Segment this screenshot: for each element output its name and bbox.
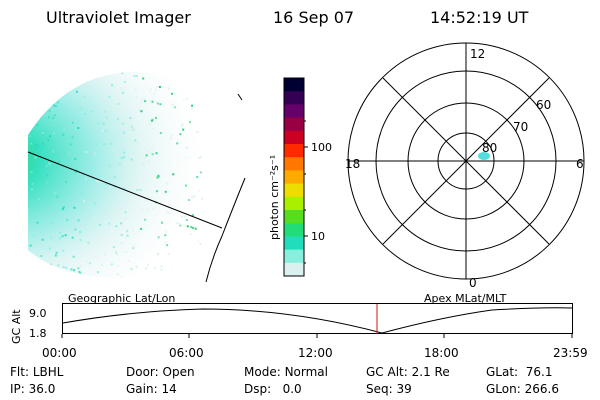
- lat-label-80: 80: [482, 141, 497, 155]
- altplot-xtick-1800: 18:00: [424, 346, 459, 360]
- altplot-xtick-0000: 00:00: [42, 346, 77, 360]
- colorbar-stripe: [284, 236, 304, 251]
- colorbar-stripe: [284, 117, 304, 132]
- status-gain: Gain: 14: [126, 382, 177, 396]
- status-seq: Seq: 39: [366, 382, 412, 396]
- polar-emission-spot: [478, 152, 490, 160]
- seq-value: 39: [396, 382, 412, 396]
- colorbar-unit-label: photon cm⁻²s⁻¹: [268, 154, 281, 240]
- mlt-label-18: 18: [345, 157, 360, 171]
- status-door: Door: Open: [126, 365, 195, 379]
- altplot-ytick-high: 9.0: [29, 307, 47, 320]
- instrument-title: Ultraviolet Imager: [46, 8, 191, 27]
- status-dsp: Dsp: 0.0: [244, 382, 302, 396]
- glat-value: 76.1: [525, 365, 553, 379]
- dsp-value: 0.0: [282, 382, 302, 396]
- status-glon: GLon: 266.6: [486, 382, 559, 396]
- lat-label-60: 60: [536, 98, 551, 112]
- status-gcalt: GC Alt: 2.1 Re: [366, 365, 450, 379]
- lat-label-70: 70: [513, 120, 528, 134]
- colorbar-stripe: [284, 144, 304, 158]
- glon-value: 266.6: [524, 382, 559, 396]
- mlt-label-0: 0: [469, 276, 477, 290]
- colorbar-stripe: [284, 196, 304, 211]
- colorbar-tick-10: 10: [311, 230, 325, 243]
- auroral-emission: [28, 71, 205, 279]
- colorbar: 100 10: [283, 77, 332, 277]
- altplot-xtick-1200: 12:00: [298, 346, 333, 360]
- colorbar-stripe: [284, 78, 304, 92]
- altitude-plot: [61, 303, 573, 338]
- altplot-xtick-0600: 06:00: [169, 346, 204, 360]
- time-label: 14:52:19 UT: [430, 8, 529, 27]
- gcalt-value: 2.1 Re: [411, 365, 450, 379]
- status-flt: Flt: LBHL: [10, 365, 64, 379]
- altplot-ylabel: GC Alt: [10, 309, 23, 344]
- mlt-label-12: 12: [470, 47, 485, 61]
- gain-value: 14: [161, 382, 177, 396]
- colorbar-stripe: [284, 223, 304, 237]
- ip-value: 36.0: [28, 382, 56, 396]
- colorbar-stripe: [284, 157, 304, 171]
- flt-value: LBHL: [32, 365, 64, 379]
- altplot-right-title: Apex MLat/MLT: [424, 292, 507, 305]
- polar-plot: 12 0 18 6 60 70 80: [345, 42, 585, 290]
- altitude-curve: [62, 307, 573, 334]
- coastline: [205, 177, 246, 283]
- date-label: 16 Sep 07: [273, 8, 355, 27]
- coastline-fragment: [237, 93, 243, 101]
- colorbar-stripe: [284, 91, 304, 105]
- status-ip: IP: 36.0: [10, 382, 56, 396]
- altplot-left-title: Geographic Lat/Lon: [68, 292, 176, 305]
- altplot-xtick-2359: 23:59: [553, 346, 588, 360]
- colorbar-stripe: [284, 183, 304, 198]
- colorbar-stripe: [284, 130, 304, 145]
- altplot-ytick-low: 1.8: [29, 327, 47, 340]
- status-glat: GLat: 76.1: [486, 365, 553, 379]
- uv-image-panel: [27, 71, 246, 283]
- colorbar-stripe: [284, 249, 304, 264]
- door-value: Open: [162, 365, 195, 379]
- colorbar-stripe: [284, 104, 304, 119]
- mode-value: Normal: [284, 365, 328, 379]
- status-mode: Mode: Normal: [244, 365, 328, 379]
- colorbar-tick-100: 100: [311, 141, 332, 154]
- colorbar-stripe: [284, 210, 304, 224]
- emission-speckles: [28, 71, 205, 279]
- colorbar-stripe: [284, 170, 304, 185]
- colorbar-stripe: [284, 262, 304, 277]
- mlt-label-6: 6: [576, 157, 584, 171]
- terminator-line: [27, 151, 223, 229]
